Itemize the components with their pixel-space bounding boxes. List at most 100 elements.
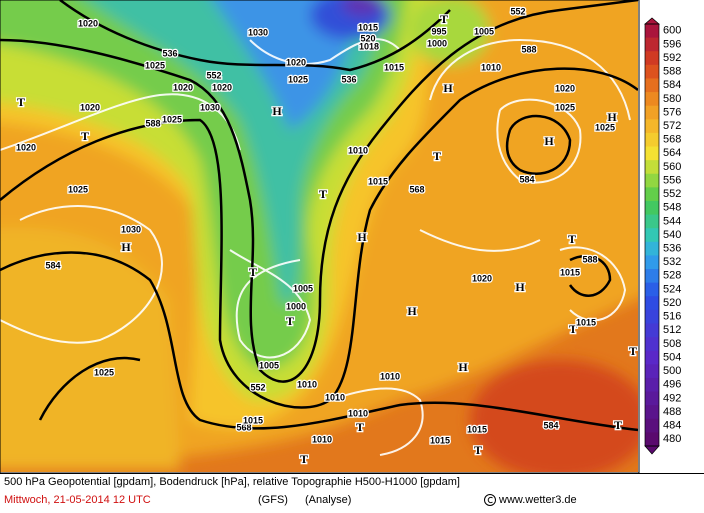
legend-label: 528 [663, 270, 681, 282]
contour-label: 1010 [380, 371, 400, 381]
contour-label: 1018 [359, 41, 379, 51]
legend-swatch [645, 377, 659, 393]
contour-label: 995 [431, 26, 446, 36]
legend-swatch [645, 418, 659, 433]
legend-swatch [645, 337, 659, 352]
legend-label: 508 [663, 338, 681, 350]
pressure-center-label: T [17, 95, 25, 109]
contour-label: 1020 [286, 57, 306, 67]
contour-label: 552 [250, 382, 265, 392]
pressure-center-label: H [458, 360, 468, 374]
pressure-center-label: T [356, 420, 364, 434]
legend-swatch [645, 105, 659, 120]
legend-swatch [645, 24, 659, 39]
footer-model: (GFS) [258, 494, 288, 506]
map: 1020 1030 1025 536 552 1020 1020 1030 1020 1025 53… [0, 0, 638, 472]
legend-bottom-arrow [644, 445, 660, 455]
legend-label: 520 [663, 297, 681, 309]
contour-label: 552 [206, 70, 221, 80]
legend-label: 588 [663, 66, 681, 78]
contour-label: 1025 [162, 114, 182, 124]
legend-label: 580 [663, 93, 681, 105]
pressure-center-label: T [286, 314, 294, 328]
pressure-center-label: T [569, 322, 577, 336]
pressure-center-label: T [300, 452, 308, 466]
legend-label: 532 [663, 256, 681, 268]
legend-label: 492 [663, 392, 681, 404]
legend-swatch [645, 64, 659, 79]
contour-label: 1015 [358, 22, 378, 32]
contour-label: 1030 [200, 102, 220, 112]
legend-swatch [645, 269, 659, 284]
legend-label: 516 [663, 311, 681, 323]
legend-top-arrow [644, 17, 660, 25]
contour-label: 588 [145, 118, 160, 128]
legend-swatch [645, 241, 659, 256]
contour-label: 1020 [80, 102, 100, 112]
legend-label: 560 [663, 161, 681, 173]
legend-label: 544 [663, 215, 681, 227]
contour-label: 536 [341, 74, 356, 84]
contour-label: 1005 [259, 360, 279, 370]
legend-frame [644, 23, 660, 447]
copyright-c [487, 496, 493, 504]
pressure-center-label: H [357, 230, 367, 244]
contour-label: 1010 [297, 379, 317, 389]
legend-swatch [645, 92, 659, 107]
legend-swatch [645, 119, 659, 134]
legend-label: 540 [663, 229, 681, 241]
legend-label: 568 [663, 134, 681, 146]
contour-label: 584 [45, 260, 60, 270]
contour-label: 1010 [312, 434, 332, 444]
legend-label: 484 [663, 419, 681, 431]
contour-label: 1000 [427, 38, 447, 48]
pressure-center-label: H [121, 240, 131, 254]
contour-label: 588 [582, 254, 597, 264]
legend-swatch [645, 214, 659, 229]
legend-label: 564 [663, 147, 681, 159]
legend-swatch [645, 160, 659, 175]
isobars [0, 38, 631, 456]
contour-label: 1000 [286, 301, 306, 311]
legend-swatch [645, 282, 659, 297]
pressure-center-label: T [319, 187, 327, 201]
legend-label: 536 [663, 243, 681, 255]
legend-label: 592 [663, 52, 681, 64]
legend-swatch [645, 309, 659, 324]
color-fields [0, 0, 638, 472]
legend-label: 600 [663, 25, 681, 37]
legend-swatch [645, 173, 659, 188]
contour-label: 1030 [121, 224, 141, 234]
pressure-center-label: T [440, 12, 448, 26]
pressure-center-label: H [407, 304, 417, 318]
legend-label: 556 [663, 174, 681, 186]
contour-label: 536 [162, 48, 177, 58]
legend-swatch [645, 350, 659, 365]
legend-swatch [645, 37, 659, 52]
legend-label: 552 [663, 188, 681, 200]
pressure-center-label: H [515, 280, 525, 294]
contour-label: 1010 [348, 145, 368, 155]
contour-label: 1025 [145, 60, 165, 70]
contour-label: 1020 [472, 273, 492, 283]
contour-label: 1025 [555, 102, 575, 112]
contour-label: 588 [521, 44, 536, 54]
contour-label: 1005 [293, 283, 313, 293]
legend-swatch [645, 78, 659, 93]
contour-label: 1015 [560, 267, 580, 277]
contour-label: 520 [360, 33, 375, 43]
pressure-center-label: T [614, 418, 622, 432]
legend-swatch [645, 323, 659, 338]
legend-label: 496 [663, 379, 681, 391]
contour-label: 1010 [481, 62, 501, 72]
contour-label: 1020 [555, 83, 575, 93]
footer-source: www.wetter3.de [498, 494, 577, 506]
legend-swatch [645, 200, 659, 216]
contour-label: 1025 [595, 122, 615, 132]
contour-label: 1015 [430, 435, 450, 445]
contour-label: 568 [409, 184, 424, 194]
contour-label: 1025 [68, 184, 88, 194]
pressure-center-label: T [249, 265, 257, 279]
legend-swatch [645, 405, 659, 420]
